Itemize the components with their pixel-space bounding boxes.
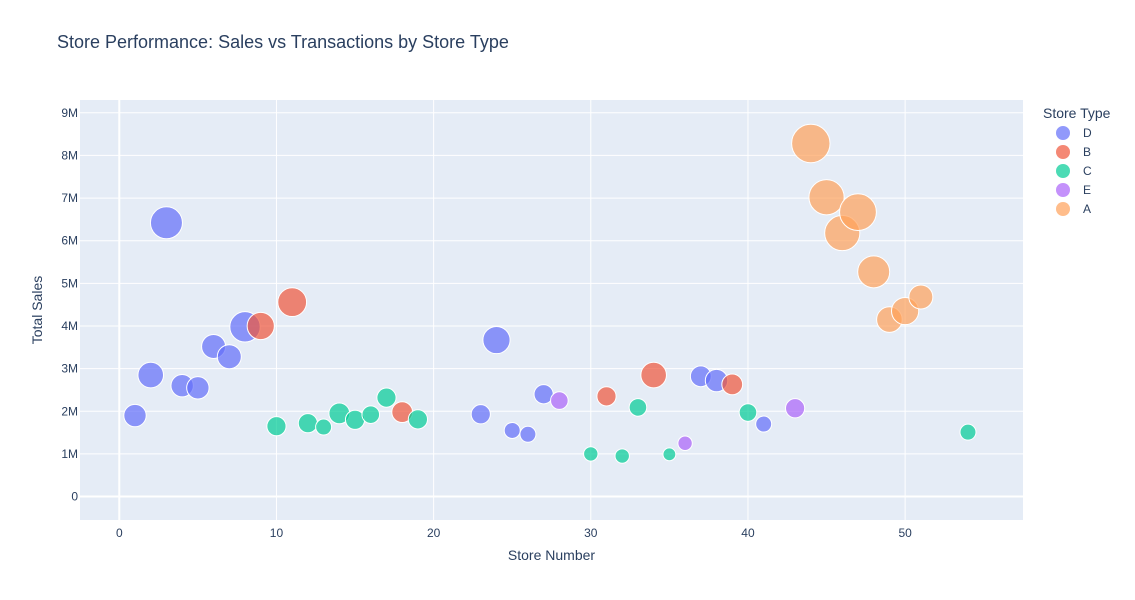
data-point-D[interactable] (755, 415, 773, 433)
data-point-D[interactable] (470, 404, 491, 425)
legend-item-E[interactable]: E (1056, 183, 1091, 197)
legend-marker (1056, 164, 1070, 178)
data-point-D[interactable] (216, 344, 242, 370)
legend-marker (1056, 202, 1070, 216)
data-point-D[interactable] (482, 325, 511, 355)
legend-label: C (1083, 164, 1092, 178)
legend-item-C[interactable]: C (1056, 164, 1092, 178)
y-tick-label: 0 (71, 490, 78, 504)
data-point-D[interactable] (186, 376, 210, 400)
data-point-B[interactable] (246, 311, 275, 341)
legend-title: Store Type (1043, 105, 1111, 121)
y-tick-label: 9M (61, 106, 78, 120)
data-point-C[interactable] (361, 405, 381, 424)
data-point-D[interactable] (137, 361, 165, 389)
x-tick-labels: 0 10 20 30 40 50 (116, 526, 912, 540)
data-point-C[interactable] (583, 446, 599, 462)
data-point-A[interactable] (791, 123, 831, 164)
chart-title: Store Performance: Sales vs Transactions… (57, 32, 509, 52)
x-axis-title: Store Number (508, 547, 595, 563)
data-point-C[interactable] (738, 403, 758, 422)
data-point-D[interactable] (519, 425, 537, 443)
data-point-E[interactable] (550, 391, 569, 410)
data-point-A[interactable] (808, 179, 845, 216)
data-point-A[interactable] (857, 255, 891, 289)
data-point-A[interactable] (839, 193, 877, 232)
data-point-C[interactable] (266, 416, 287, 437)
legend-item-D[interactable]: D (1056, 126, 1092, 140)
data-point-E[interactable] (785, 398, 806, 419)
x-tick-label: 50 (898, 526, 912, 540)
y-tick-label: 2M (61, 404, 78, 418)
data-point-B[interactable] (721, 373, 744, 396)
x-tick-label: 40 (741, 526, 755, 540)
data-point-C[interactable] (297, 413, 318, 434)
legend-item-B[interactable]: B (1056, 145, 1091, 159)
y-tick-label: 6M (61, 234, 78, 248)
plot-area (80, 100, 1023, 520)
y-tick-labels: 0 1M 2M 3M 4M 5M 6M 7M 8M 9M (61, 106, 78, 504)
legend-label: E (1083, 183, 1091, 197)
y-tick-label: 7M (61, 191, 78, 205)
legend-marker (1056, 126, 1070, 140)
legend-marker (1056, 183, 1070, 197)
zero-lines (80, 100, 1023, 520)
data-point-D[interactable] (503, 421, 521, 439)
x-tick-label: 30 (584, 526, 598, 540)
legend-label: D (1083, 126, 1092, 140)
y-tick-label: 1M (61, 447, 78, 461)
data-point-C[interactable] (628, 398, 648, 417)
legend-label: A (1083, 202, 1091, 216)
data-point-E[interactable] (677, 435, 693, 451)
data-point-C[interactable] (959, 423, 977, 441)
data-point-A[interactable] (908, 284, 934, 310)
legend-marker (1056, 145, 1070, 159)
y-axis-title: Total Sales (29, 276, 45, 344)
data-point-D[interactable] (149, 206, 183, 240)
data-point-C[interactable] (407, 409, 429, 430)
data-point-B[interactable] (596, 386, 617, 407)
x-tick-label: 10 (270, 526, 284, 540)
data-point-C[interactable] (614, 448, 630, 464)
x-tick-label: 0 (116, 526, 123, 540)
y-tick-label: 3M (61, 362, 78, 376)
legend-label: B (1083, 145, 1091, 159)
data-point-C[interactable] (376, 387, 397, 408)
data-point-B[interactable] (640, 361, 667, 389)
y-tick-label: 8M (61, 148, 78, 162)
data-point-B[interactable] (277, 287, 308, 318)
y-tick-label: 4M (61, 319, 78, 333)
data-point-C[interactable] (662, 447, 677, 462)
y-tick-label: 5M (61, 276, 78, 290)
data-point-C[interactable] (315, 418, 333, 436)
data-point-D[interactable] (123, 403, 147, 428)
x-tick-label: 20 (427, 526, 441, 540)
data-points (123, 123, 977, 464)
legend-item-A[interactable]: A (1056, 202, 1091, 216)
